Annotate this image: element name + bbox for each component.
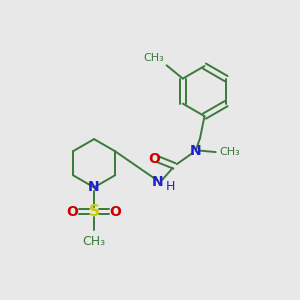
Text: CH₃: CH₃: [219, 147, 240, 157]
Text: N: N: [88, 180, 100, 194]
Text: H: H: [166, 180, 175, 193]
Text: O: O: [67, 205, 79, 218]
Text: CH₃: CH₃: [82, 235, 106, 248]
Text: N: N: [190, 144, 202, 158]
Text: S: S: [88, 204, 100, 219]
Text: O: O: [148, 152, 160, 166]
Text: O: O: [110, 205, 122, 218]
Text: CH₃: CH₃: [144, 53, 164, 63]
Text: N: N: [152, 176, 164, 189]
